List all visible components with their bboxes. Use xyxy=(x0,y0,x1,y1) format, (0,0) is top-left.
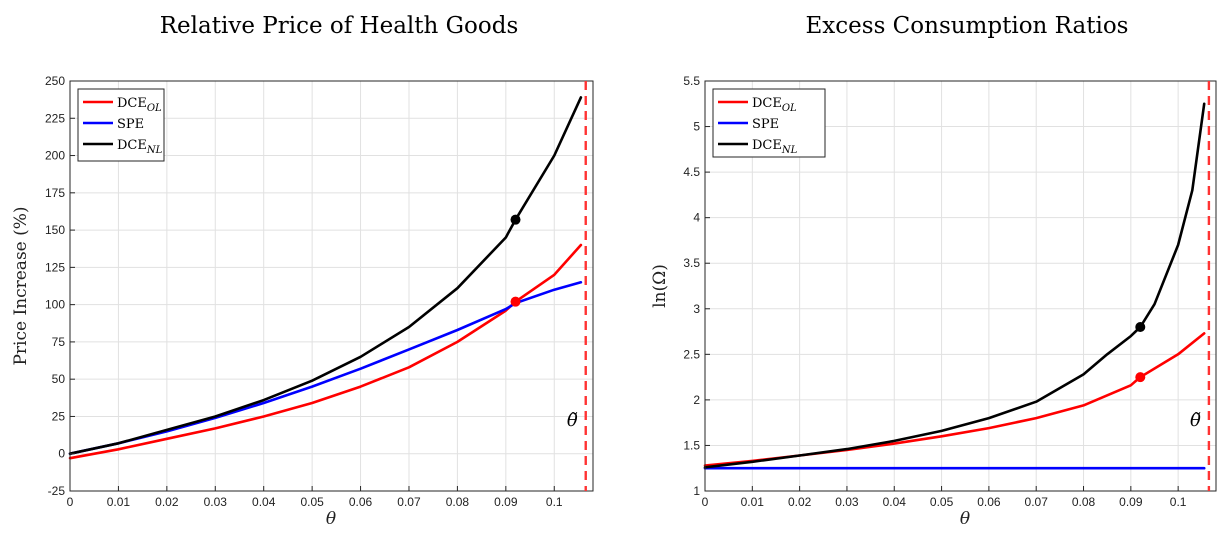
x-tick-label: 0.01 xyxy=(107,495,131,509)
y-tick-label: 225 xyxy=(45,111,65,125)
chart-title: Relative Price of Health Goods xyxy=(160,13,519,39)
threshold-label: θ̃ xyxy=(567,410,578,431)
y-tick-label: 175 xyxy=(45,186,65,200)
chart-title: Excess Consumption Ratios xyxy=(806,13,1129,39)
x-tick-label: 0.06 xyxy=(977,495,1001,509)
y-tick-label: 200 xyxy=(45,149,65,163)
legend-label: SPE xyxy=(117,117,144,132)
x-tick-label: 0.1 xyxy=(1170,495,1187,509)
y-tick-label: 2 xyxy=(693,393,700,407)
series-line xyxy=(68,280,583,456)
y-tick-label: 0 xyxy=(58,447,65,461)
y-tick-label: 5 xyxy=(693,120,700,134)
y-tick-label: 75 xyxy=(52,335,66,349)
y-tick-label: 150 xyxy=(45,223,65,237)
x-tick-label: 0.09 xyxy=(494,495,518,509)
x-tick-label: 0.08 xyxy=(1072,495,1096,509)
chart-price-increase: Relative Price of Health Goods 0 0.01 0.02… xyxy=(11,13,594,529)
x-tick-label: 0.04 xyxy=(883,495,907,509)
x-tick-label: 0 xyxy=(702,495,709,509)
data-point-marker xyxy=(1135,322,1146,332)
y-tick-label: 4.5 xyxy=(683,165,700,179)
legend-label-subscript: NL xyxy=(781,145,798,156)
y-tick-label: 25 xyxy=(52,409,66,423)
data-point-marker xyxy=(510,296,521,307)
x-tick-label: 0.1 xyxy=(546,495,563,509)
x-tick-label: 0.08 xyxy=(446,495,470,509)
x-tick-label: 0.06 xyxy=(349,495,373,509)
y-tick-label: 250 xyxy=(45,74,65,88)
x-tick-label: 0.02 xyxy=(788,495,812,509)
y-tick-label: 100 xyxy=(45,298,65,312)
x-tick-label: 0.05 xyxy=(300,495,324,509)
y-tick-label: 5.5 xyxy=(683,74,700,88)
x-tick-label: 0.05 xyxy=(930,495,954,509)
legend-label-subscript: OL xyxy=(147,103,162,114)
plot-area-frame xyxy=(69,80,594,492)
y-axis-label: ln(Ω) xyxy=(650,264,670,308)
y-tick-label: 50 xyxy=(52,372,66,386)
x-tick-label: 0 xyxy=(67,495,74,509)
data-point-marker xyxy=(1135,372,1146,383)
series-line xyxy=(68,243,583,460)
x-axis-label: θ xyxy=(326,509,336,529)
x-axis-label: θ xyxy=(960,509,970,529)
chart-excess-consumption: Excess Consumption Ratios 0 0.01 0.02 0.03 0… xyxy=(650,13,1217,529)
x-tick-label: 0.07 xyxy=(1025,495,1049,509)
y-tick-label: 3 xyxy=(693,302,700,316)
y-tick-label: 125 xyxy=(45,260,65,274)
y-tick-label: -25 xyxy=(48,484,66,498)
x-tick-label: 0.09 xyxy=(1119,495,1143,509)
data-point-marker xyxy=(510,214,521,225)
y-tick-label: 3.5 xyxy=(683,256,700,270)
legend-label-subscript: NL xyxy=(146,145,163,156)
x-tick-label: 0.07 xyxy=(397,495,421,509)
y-tick-label: 1.5 xyxy=(683,438,700,452)
x-tick-label: 0.03 xyxy=(835,495,859,509)
y-tick-label: 1 xyxy=(693,484,700,498)
y-axis-label: Price Increase (%) xyxy=(11,206,31,365)
x-tick-label: 0.03 xyxy=(204,495,228,509)
y-tick-label: 2.5 xyxy=(683,347,700,361)
x-tick-label: 0.01 xyxy=(741,495,765,509)
x-tick-label: 0.02 xyxy=(155,495,179,509)
x-tick-label: 0.04 xyxy=(252,495,276,509)
threshold-label: θ̃ xyxy=(1190,410,1201,431)
plot-area-frame xyxy=(704,80,1217,492)
y-tick-label: 4 xyxy=(693,211,700,225)
series-line xyxy=(703,102,1206,469)
legend-label: SPE xyxy=(752,117,779,132)
legend-label-subscript: OL xyxy=(782,103,797,114)
